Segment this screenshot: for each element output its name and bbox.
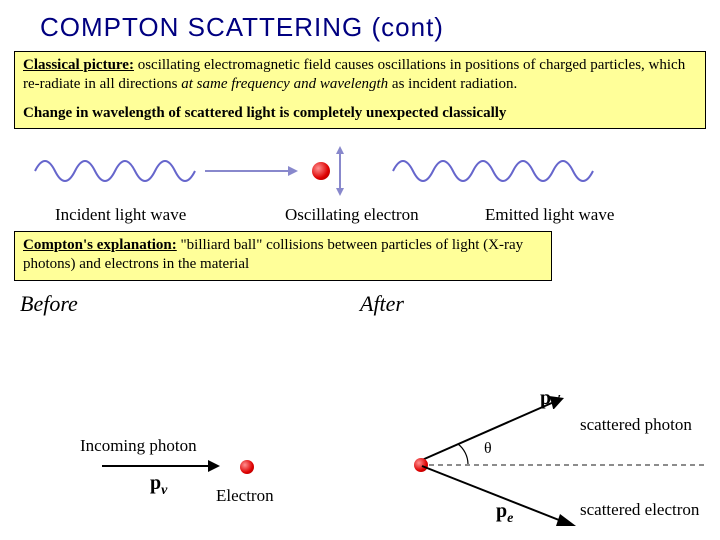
classical-text-c: as incident radiation. [388,76,517,92]
after-label: After [360,291,404,317]
before-electron-icon [240,460,254,474]
wave-diagram-row [30,141,720,201]
scattered-electron-label: scattered electron [580,500,699,520]
oscillating-electron-graphic [308,146,348,196]
before-label: Before [20,291,360,317]
p-nu-prime-symbol: pν′ [540,387,561,414]
compton-explanation-box: Compton's explanation: "billiard ball" c… [14,231,552,281]
classical-line2: Change in wavelength of scattered light … [23,104,697,123]
p-e-symbol: pe [496,500,513,527]
wave-labels-row: Incident light wave Oscillating electron… [0,205,720,225]
page-title: COMPTON SCATTERING (cont) [0,0,720,43]
emitted-wave-label: Emitted light wave [485,205,614,225]
arrow-right-icon [200,156,300,186]
incoming-photon-label: Incoming photon [80,436,197,456]
scattered-photon-label: scattered photon [580,415,692,435]
emitted-wave [388,146,598,196]
oscillating-electron-label: Oscillating electron [285,205,465,225]
theta-label: θ [484,440,492,458]
p-nu-symbol: pν [150,472,167,499]
classical-picture-box: Classical picture: oscillating electroma… [14,51,706,129]
incident-wave-label: Incident light wave [55,205,255,225]
electron-label: Electron [216,486,274,506]
before-after-row: Before After [20,291,720,317]
classical-paragraph: Classical picture: oscillating electroma… [23,56,697,94]
compton-lead: Compton's explanation: [23,237,177,253]
incident-wave [30,146,200,196]
classical-lead: Classical picture: [23,57,134,73]
classical-text-b: at same frequency and wavelength [181,76,388,92]
